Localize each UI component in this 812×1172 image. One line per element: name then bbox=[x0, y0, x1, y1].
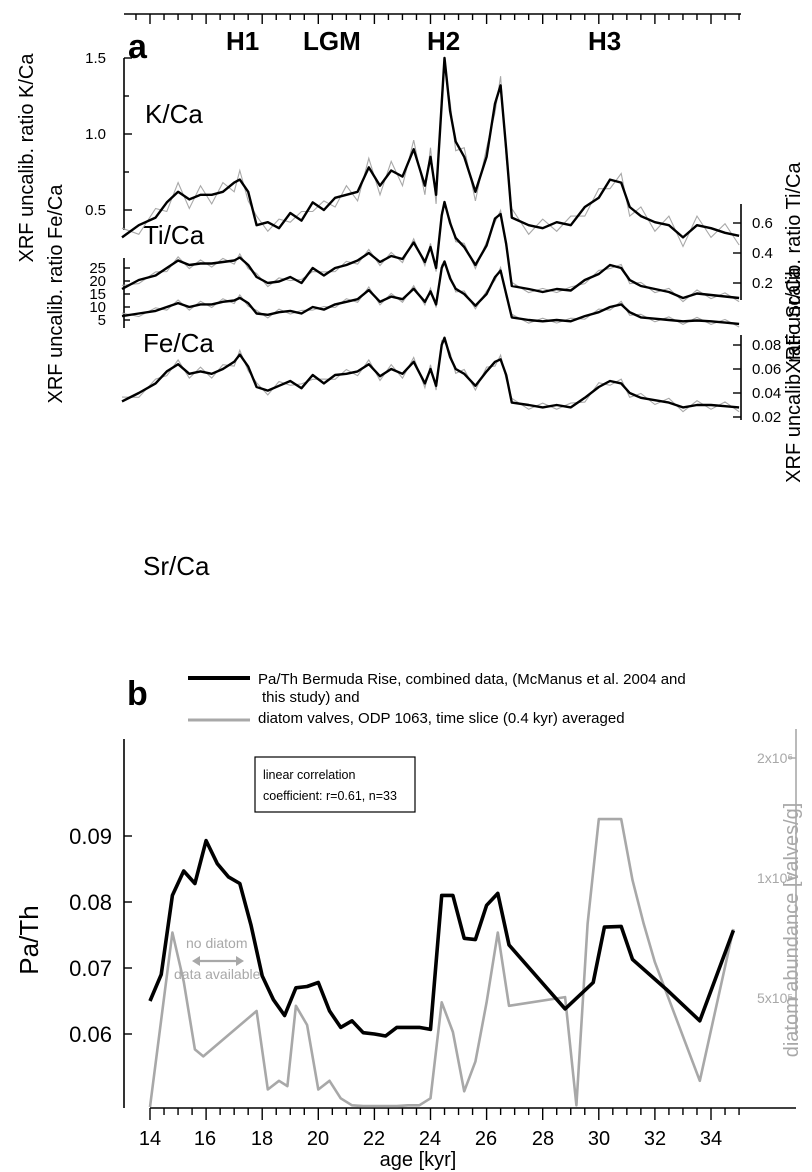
event-label-lgm: LGM bbox=[303, 26, 361, 56]
diatom-tick-5e5: 5x10⁵ bbox=[757, 990, 793, 1006]
age-ticks: 14 16 18 20 22 24 26 28 30 32 34 bbox=[139, 1108, 740, 1150]
tica-tick-0.4: 0.4 bbox=[752, 245, 773, 262]
srca-axis-label: XRF uncalib. ratio Sr/Ca bbox=[783, 266, 805, 483]
age-tick-18: 18 bbox=[251, 1128, 273, 1150]
correlation-line1: linear correlation bbox=[263, 768, 355, 782]
pa-th-tick-0.09: 0.09 bbox=[69, 824, 112, 849]
kca-axis-label: XRF uncalib. ratio K/Ca bbox=[16, 53, 38, 263]
top-axis-ticks bbox=[124, 13, 741, 24]
age-tick-22: 22 bbox=[363, 1128, 385, 1150]
diatom-line bbox=[148, 817, 735, 1108]
diatom-ticks: 2x10⁶ 1x10⁶ 5x10⁵ bbox=[757, 750, 796, 1006]
legend-text-line2: this study) and bbox=[262, 689, 360, 706]
pa-th-ticks: 0.09 0.08 0.07 0.06 bbox=[69, 824, 132, 1047]
panel-a-smoothed-line bbox=[121, 200, 740, 300]
feca-tick-20: 20 bbox=[89, 273, 106, 290]
tica-tick-0.2: 0.2 bbox=[752, 275, 773, 292]
tica-axis-label: XRF uncalib. ratio Ti/Ca bbox=[783, 162, 805, 374]
srca-tick-0.08: 0.08 bbox=[752, 337, 781, 354]
diatom-tick-1e6: 1x10⁶ bbox=[757, 870, 793, 886]
panel-a-label: a bbox=[128, 28, 148, 66]
feca-axis: 25 20 15 10 5 bbox=[89, 258, 130, 329]
panel-a-smoothed-line bbox=[121, 336, 740, 409]
event-label-h2: H2 bbox=[427, 26, 460, 56]
age-tick-26: 26 bbox=[475, 1128, 497, 1150]
no-diatom-line1: no diatom bbox=[186, 935, 247, 951]
pa-th-tick-0.07: 0.07 bbox=[69, 956, 112, 981]
event-label-h3: H3 bbox=[588, 26, 621, 56]
diatom-axis-label: diatom abundance [valves/g] bbox=[781, 803, 803, 1058]
age-tick-14: 14 bbox=[139, 1128, 161, 1150]
feca-tick-5: 5 bbox=[98, 312, 106, 329]
series-label-feca: Fe/Ca bbox=[143, 328, 214, 358]
age-tick-24: 24 bbox=[419, 1128, 441, 1150]
legend-text-line3: diatom valves, ODP 1063, time slice (0.4… bbox=[258, 710, 625, 727]
kca-tick-1.5: 1.5 bbox=[85, 50, 106, 67]
legend: Pa/Th Bermuda Rise, combined data, (McMa… bbox=[188, 671, 686, 727]
panel-a-raw-line bbox=[121, 339, 740, 413]
pa-th-tick-0.06: 0.06 bbox=[69, 1022, 112, 1047]
kca-tick-0.5: 0.5 bbox=[85, 202, 106, 219]
age-tick-16: 16 bbox=[194, 1128, 216, 1150]
series-label-tica: Ti/Ca bbox=[143, 220, 205, 250]
kca-tick-1.0: 1.0 bbox=[85, 126, 106, 143]
age-axis-label: age [kyr] bbox=[380, 1149, 457, 1171]
panel-a-smoothed-line bbox=[121, 260, 740, 326]
panel-b-series bbox=[148, 817, 736, 1108]
age-tick-20: 20 bbox=[307, 1128, 329, 1150]
srca-tick-0.06: 0.06 bbox=[752, 361, 781, 378]
correlation-line2: coefficient: r=0.61, n=33 bbox=[263, 789, 397, 803]
event-label-h1: H1 bbox=[226, 26, 259, 56]
tica-axis: 0.6 0.4 0.2 bbox=[733, 204, 773, 300]
pa-th-axis-label: Pa/Th bbox=[14, 905, 44, 974]
no-diatom-annotation: no diatom data available bbox=[174, 935, 261, 982]
srca-axis: 0.08 0.06 0.04 0.02 bbox=[733, 335, 781, 426]
srca-tick-0.02: 0.02 bbox=[752, 409, 781, 426]
tica-tick-0.6: 0.6 bbox=[752, 215, 773, 232]
panel-a-smoothed-line bbox=[121, 56, 740, 239]
kca-axis: 1.5 1.0 0.5 bbox=[85, 50, 132, 230]
pa-th-tick-0.08: 0.08 bbox=[69, 890, 112, 915]
feca-tick-10: 10 bbox=[89, 299, 106, 316]
panel-a-series bbox=[121, 56, 740, 413]
diatom-tick-2e6: 2x10⁶ bbox=[757, 750, 793, 766]
pa-th-line bbox=[148, 838, 736, 1038]
legend-text-line1: Pa/Th Bermuda Rise, combined data, (McMa… bbox=[258, 671, 686, 688]
age-tick-32: 32 bbox=[644, 1128, 666, 1150]
age-tick-28: 28 bbox=[532, 1128, 554, 1150]
feca-tick-25: 25 bbox=[89, 260, 106, 277]
series-label-srca: Sr/Ca bbox=[143, 551, 210, 581]
feca-tick-15: 15 bbox=[89, 286, 106, 303]
panel-b-label: b bbox=[127, 675, 148, 713]
series-label-kca: K/Ca bbox=[145, 99, 203, 129]
feca-axis-label: XRF uncalib. ratio Fe/Ca bbox=[45, 184, 67, 404]
correlation-box: linear correlation coefficient: r=0.61, … bbox=[254, 756, 416, 813]
srca-tick-0.04: 0.04 bbox=[752, 385, 781, 402]
age-tick-34: 34 bbox=[700, 1128, 722, 1150]
no-diatom-line2: data available bbox=[174, 966, 261, 982]
age-tick-30: 30 bbox=[588, 1128, 610, 1150]
